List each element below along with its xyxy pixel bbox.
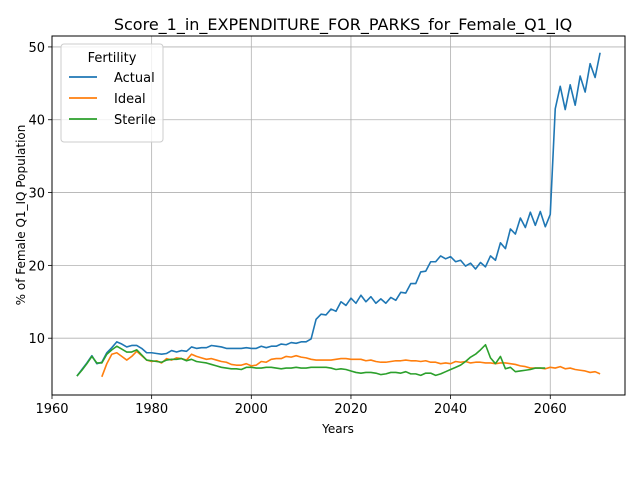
y-tick-label: 10 bbox=[28, 332, 45, 347]
series-line-actual bbox=[76, 52, 601, 377]
plot-frame bbox=[51, 35, 626, 396]
x-tick-label: 1980 bbox=[135, 402, 168, 417]
series-line-sterile bbox=[76, 343, 546, 377]
x-tick-label: 2060 bbox=[534, 402, 567, 417]
y-tick-label: 40 bbox=[28, 114, 45, 129]
x-tick-label: 2000 bbox=[235, 402, 268, 417]
legend-label-ideal: Ideal bbox=[114, 92, 146, 107]
x-tick-label: 2040 bbox=[434, 402, 467, 417]
legend-box bbox=[60, 43, 164, 143]
y-tick-label: 50 bbox=[28, 41, 45, 56]
y-axis: 10 20 30 40 50 bbox=[28, 41, 52, 347]
x-axis: 1960 1980 2000 2020 2040 2060 bbox=[35, 395, 567, 417]
x-axis-label: Years bbox=[321, 422, 354, 436]
y-tick-label: 30 bbox=[28, 187, 45, 202]
chart-title: Score_1_in_EXPENDITURE_FOR_PARKS_for_Fem… bbox=[114, 15, 572, 35]
legend-label-actual: Actual bbox=[114, 71, 155, 86]
legend: Fertility Actual Ideal Sterile bbox=[60, 43, 164, 143]
legend-label-sterile: Sterile bbox=[114, 113, 156, 128]
grid bbox=[51, 36, 625, 395]
y-tick-label: 20 bbox=[28, 259, 45, 274]
y-axis-label: % of Female Q1_IQ Population bbox=[14, 125, 28, 306]
legend-title: Fertility bbox=[88, 51, 137, 66]
series-layer bbox=[76, 52, 601, 378]
x-tick-label: 1960 bbox=[35, 402, 68, 417]
x-tick-label: 2020 bbox=[334, 402, 367, 417]
